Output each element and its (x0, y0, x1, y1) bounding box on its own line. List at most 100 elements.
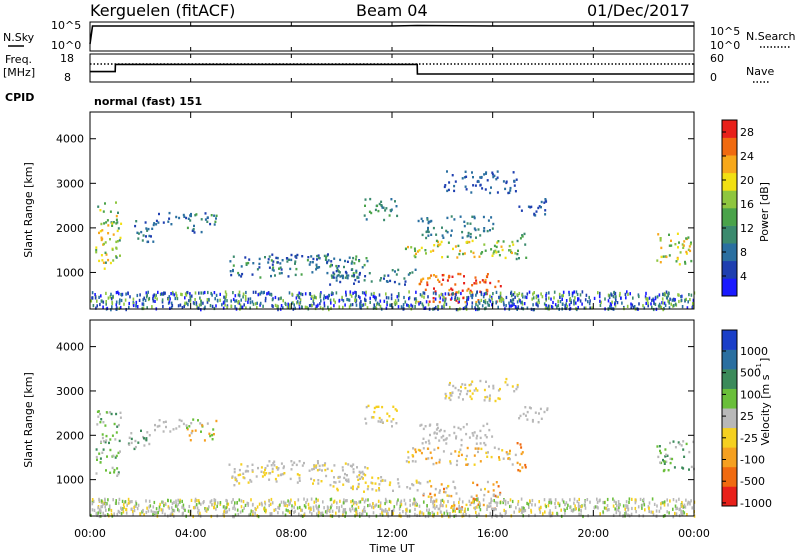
echo-cell (330, 274, 333, 277)
ground-scatter-cell (240, 505, 243, 509)
ground-scatter-cell (667, 299, 669, 303)
ground-scatter-cell (461, 507, 463, 511)
echo-cell (462, 425, 465, 429)
echo-cell (511, 251, 513, 255)
ground-scatter-cell (662, 308, 664, 312)
echo-cell (484, 249, 487, 252)
ground-scatter-cell (496, 503, 498, 507)
ground-scatter-cell (564, 306, 566, 310)
echo-cell (452, 384, 455, 388)
echo-cell (340, 274, 343, 277)
ground-scatter-cell (242, 292, 245, 296)
echo-cell (212, 433, 215, 436)
ground-scatter-cell (367, 498, 369, 502)
echo-cell (432, 226, 435, 230)
ground-scatter-cell (170, 305, 173, 309)
ground-scatter-cell (631, 506, 633, 511)
echo-cell (232, 255, 235, 258)
echo-cell (429, 220, 432, 223)
ground-scatter-cell (641, 506, 643, 510)
echo-cell (407, 245, 409, 249)
ground-scatter-cell (670, 302, 672, 306)
echo-cell (374, 482, 377, 485)
echo-cell (234, 478, 237, 482)
echo-cell (425, 236, 428, 240)
ground-scatter-cell (289, 306, 291, 310)
echo-cell (692, 440, 695, 444)
echo-cell (446, 494, 449, 497)
echo-cell (168, 211, 171, 215)
ground-scatter-cell (530, 510, 533, 514)
echo-cell (185, 216, 188, 220)
ground-scatter-cell (537, 294, 540, 298)
ground-scatter-cell (266, 292, 268, 296)
ground-scatter-cell (221, 303, 223, 307)
ground-scatter-cell (113, 512, 115, 516)
ground-scatter-cell (435, 499, 438, 503)
ground-scatter-cell (689, 298, 691, 302)
echo-cell (316, 266, 319, 269)
echo-cell (347, 274, 350, 277)
ground-scatter-cell (525, 295, 528, 300)
ground-scatter-cell (632, 305, 635, 309)
ground-scatter-cell (118, 510, 121, 514)
colorbar-swatch (722, 486, 737, 507)
ground-scatter-cell (504, 502, 507, 506)
ground-scatter-cell (482, 295, 485, 299)
echo-cell (461, 177, 464, 180)
ground-scatter-cell (350, 294, 353, 298)
echo-cell (448, 383, 451, 386)
ground-scatter-cell (99, 302, 101, 307)
ground-scatter-cell (681, 504, 683, 508)
ground-scatter-cell (673, 304, 675, 308)
ground-scatter-cell (471, 293, 474, 297)
ground-scatter-cell (369, 503, 371, 507)
ground-scatter-cell (226, 501, 228, 506)
echo-cell (271, 470, 274, 473)
echo-cell (137, 232, 140, 235)
ground-scatter-cell (92, 304, 95, 308)
ground-scatter-cell (644, 295, 647, 299)
echo-cell (546, 407, 549, 410)
ground-scatter-cell (285, 508, 288, 512)
ground-scatter-cell (534, 513, 536, 517)
echo-cell (100, 440, 102, 443)
ground-scatter-cell (200, 303, 202, 307)
ground-scatter-cell (249, 306, 251, 310)
echo-cell (106, 219, 109, 222)
ground-scatter-cell (599, 512, 601, 516)
echo-cell (466, 222, 469, 225)
echo-cell (100, 222, 103, 226)
echo-cell (308, 469, 311, 472)
echo-cell (317, 462, 319, 465)
echo-cell (270, 274, 272, 278)
ground-scatter-cell (92, 499, 95, 503)
ground-scatter-cell (603, 501, 606, 505)
echo-cell (468, 436, 471, 439)
ground-scatter-cell (171, 506, 173, 510)
colorbar-tick-label: 12 (740, 222, 754, 235)
echo-cell (100, 418, 103, 421)
ground-scatter-cell (512, 301, 514, 306)
echo-cell (674, 446, 677, 449)
echo-cell (464, 185, 467, 188)
echo-cell (241, 272, 244, 276)
echo-cell (493, 250, 496, 253)
echo-cell (247, 481, 250, 484)
ground-scatter-cell (454, 297, 456, 301)
echo-cell (352, 471, 355, 474)
echo-cell (514, 252, 517, 255)
ground-scatter-cell (574, 504, 576, 508)
echo-cell (436, 432, 438, 435)
ground-scatter-cell (497, 305, 499, 309)
echo-cell (193, 224, 195, 228)
ground-scatter-cell (226, 499, 228, 503)
echo-cell (494, 501, 497, 504)
ground-scatter-cell (144, 298, 147, 302)
ground-scatter-cell (531, 503, 533, 507)
echo-cell (355, 271, 358, 274)
ground-scatter-cell (202, 291, 205, 295)
ground-scatter-cell (274, 295, 277, 300)
ground-scatter-cell (487, 303, 490, 307)
ground-scatter-cell (147, 509, 150, 513)
